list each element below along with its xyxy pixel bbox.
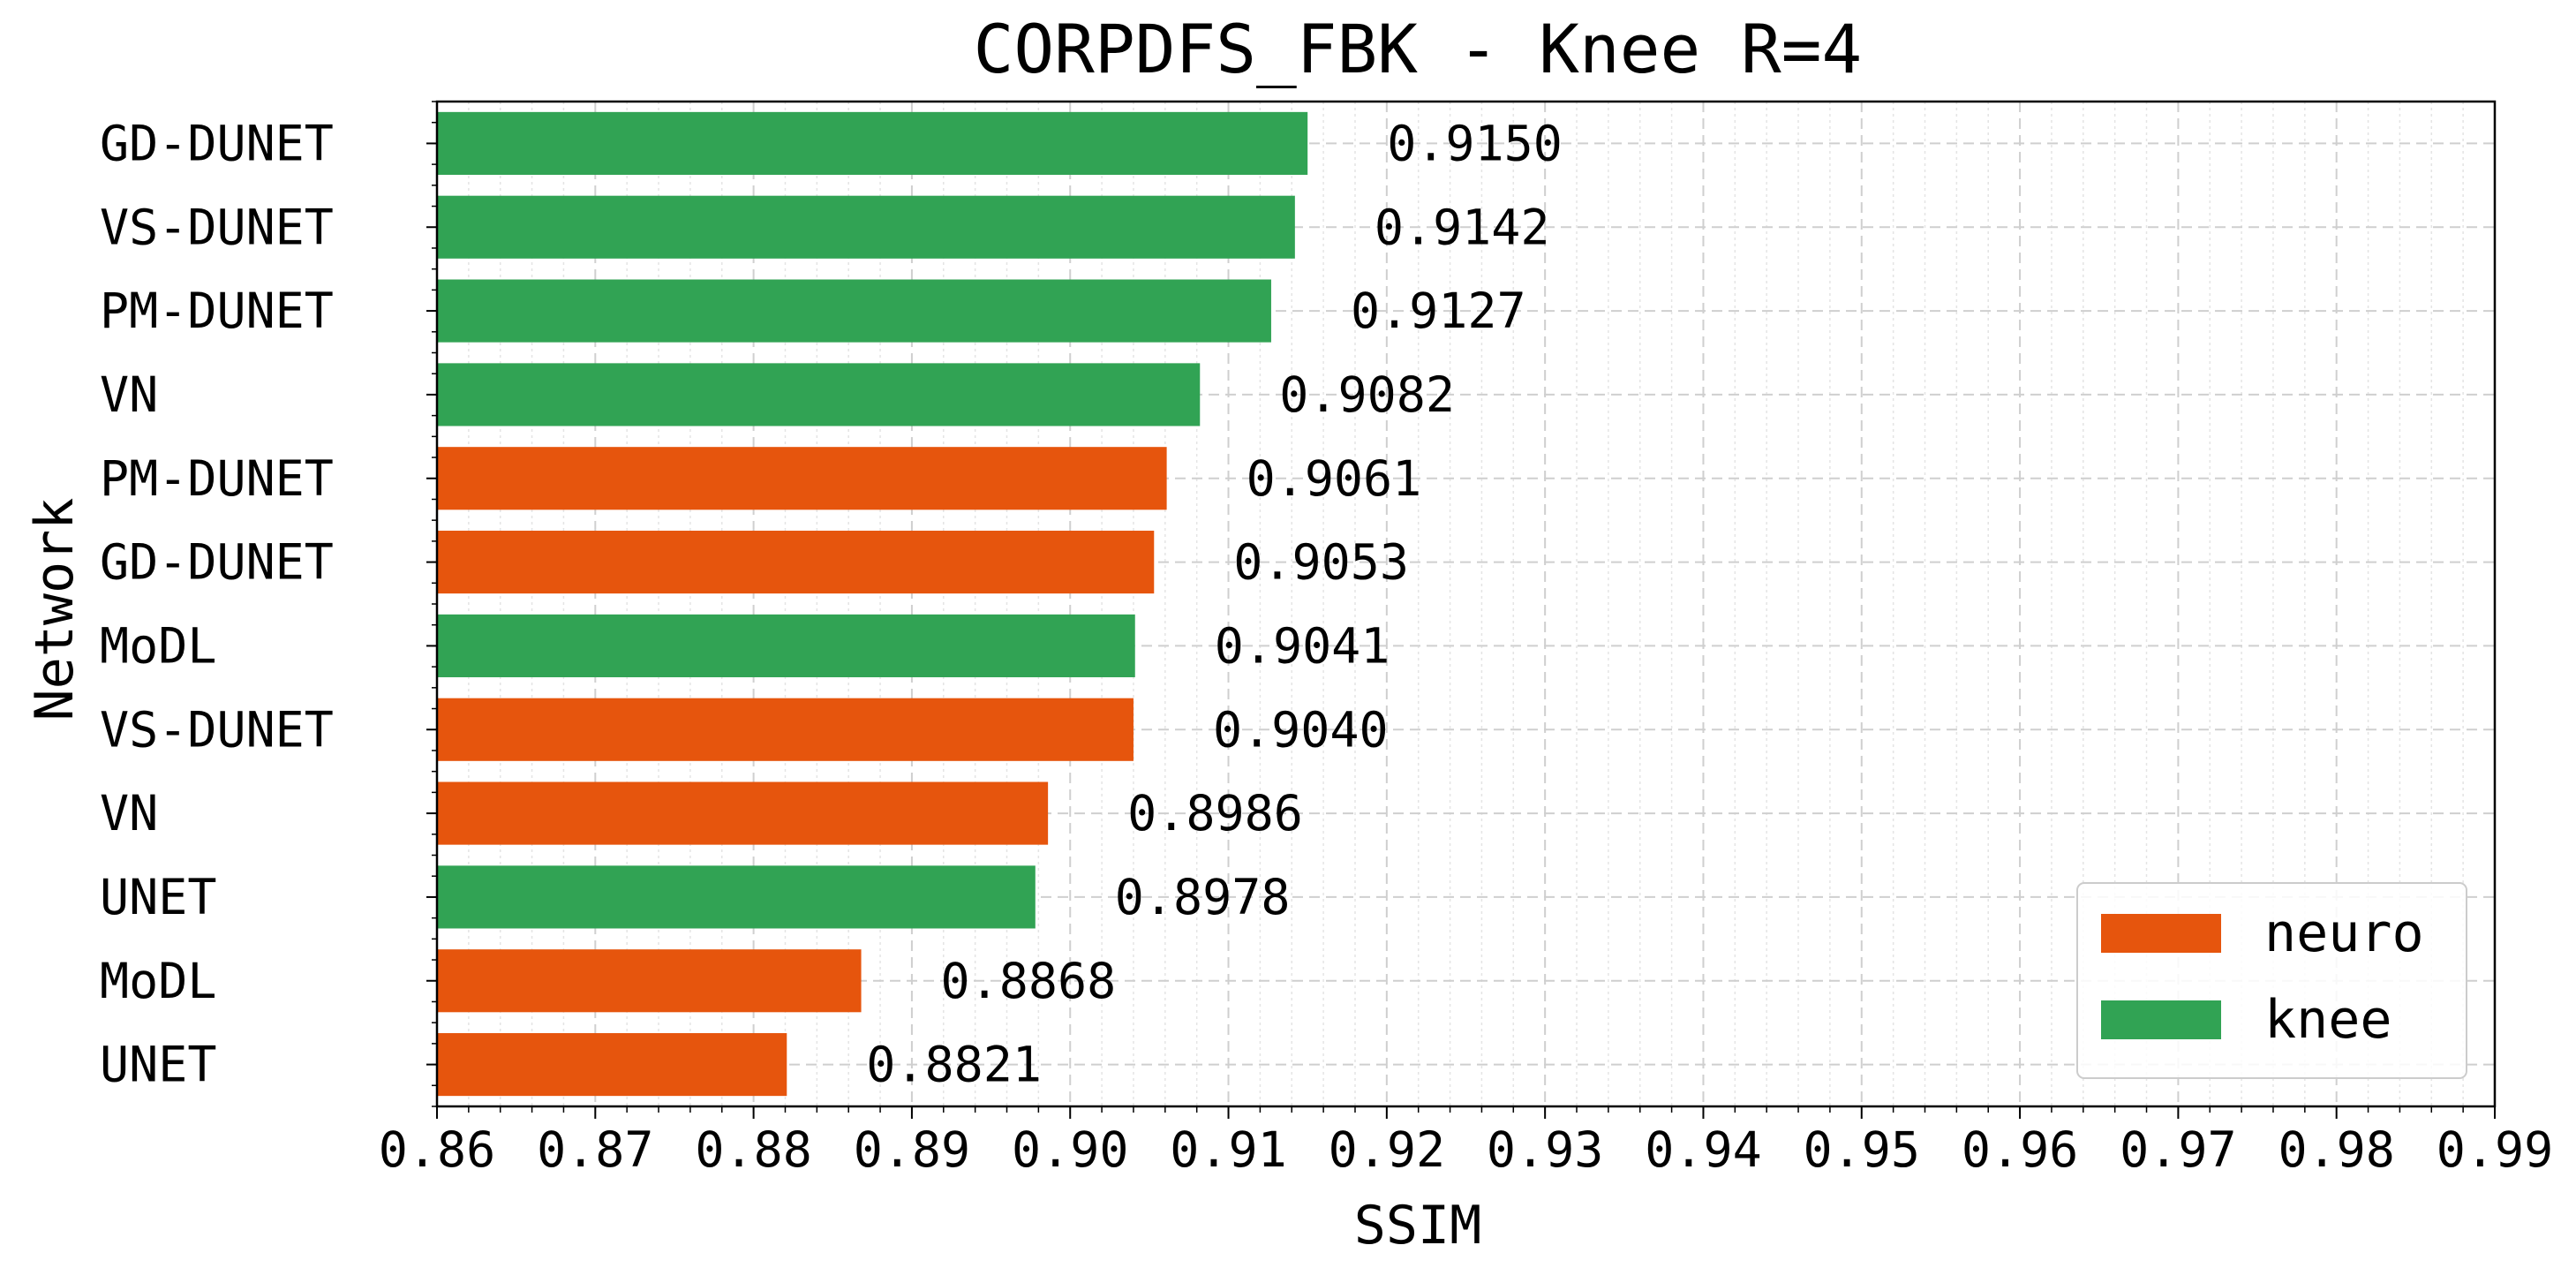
- y-tick-label: GD-DUNET: [100, 534, 334, 591]
- y-tick-label: PM-DUNET: [100, 450, 334, 507]
- x-tick-label: 0.90: [1012, 1121, 1128, 1178]
- y-tick-label: VN: [100, 785, 158, 841]
- y-tick-label: MoDL: [100, 617, 216, 674]
- legend: neuro knee: [2076, 882, 2467, 1079]
- bar-neuro: [437, 781, 1049, 845]
- value-label: 0.9082: [1279, 366, 1455, 423]
- bar-knee: [437, 614, 1135, 677]
- x-tick-label: 0.92: [1329, 1121, 1445, 1178]
- x-tick-label: 0.86: [379, 1121, 495, 1178]
- value-label: 0.8868: [941, 953, 1117, 1009]
- legend-swatch-knee: [2101, 1000, 2221, 1039]
- value-label: 0.9127: [1351, 283, 1526, 339]
- bar-knee: [437, 195, 1295, 259]
- y-tick-label: UNET: [100, 869, 216, 925]
- y-tick-label: PM-DUNET: [100, 283, 334, 339]
- value-label: 0.8986: [1127, 785, 1303, 841]
- value-label: 0.9053: [1233, 534, 1409, 591]
- value-label: 0.8821: [866, 1037, 1042, 1093]
- bar-neuro: [437, 447, 1167, 510]
- plot-frame: [435, 100, 2497, 1108]
- value-label: 0.9041: [1215, 617, 1390, 674]
- bar-neuro: [437, 949, 862, 1013]
- bar-knee: [437, 865, 1036, 929]
- x-tick-label: 0.98: [2278, 1121, 2394, 1178]
- value-label: 0.9061: [1247, 450, 1422, 507]
- bar-neuro: [437, 531, 1155, 594]
- y-axis-label: Network: [24, 498, 86, 721]
- y-tick-label: GD-DUNET: [100, 115, 334, 171]
- legend-label-knee: knee: [2264, 989, 2392, 1051]
- bar-layer: 0.9150 0.9142 0.9127 0.9082 0.9061 0.9053 0.90…: [437, 111, 1563, 1097]
- bar-knee: [437, 279, 1271, 343]
- bar-neuro: [437, 698, 1134, 761]
- value-label: 0.9150: [1387, 115, 1563, 171]
- bar-neuro: [437, 1033, 787, 1097]
- x-tick-label: 0.93: [1487, 1121, 1603, 1178]
- y-tick-label: VS-DUNET: [100, 701, 334, 758]
- x-tick-label: 0.95: [1804, 1121, 1920, 1178]
- value-label: 0.9040: [1213, 701, 1389, 758]
- chart-title: CORPDFS_FBK - Knee R=4: [974, 10, 1863, 88]
- bar-knee: [437, 363, 1201, 426]
- x-tick-label: 0.94: [1645, 1121, 1761, 1178]
- x-tick-label: 0.96: [1962, 1121, 2078, 1178]
- y-tick-label: UNET: [100, 1037, 216, 1093]
- legend-label-neuro: neuro: [2264, 902, 2424, 964]
- y-tick-label: VS-DUNET: [100, 199, 334, 255]
- x-tick-label: 0.97: [2120, 1121, 2236, 1178]
- x-tick-label: 0.89: [854, 1121, 970, 1178]
- legend-swatch-neuro: [2101, 914, 2221, 953]
- bar-knee: [437, 111, 1308, 175]
- y-tick-label: VN: [100, 366, 158, 423]
- axis-layer: GD-DUNET VS-DUNET PM-DUNET VN PM-DUNET GD-DUN…: [100, 100, 2553, 1178]
- x-tick-label: 0.87: [537, 1121, 653, 1178]
- x-tick-label: 0.99: [2437, 1121, 2553, 1178]
- value-label: 0.8978: [1115, 869, 1291, 925]
- x-tick-label: 0.88: [695, 1121, 811, 1178]
- x-axis-label: SSIM: [1354, 1195, 1482, 1257]
- x-tick-label: 0.91: [1170, 1121, 1286, 1178]
- y-tick-label: MoDL: [100, 953, 216, 1009]
- value-label: 0.9142: [1375, 199, 1550, 255]
